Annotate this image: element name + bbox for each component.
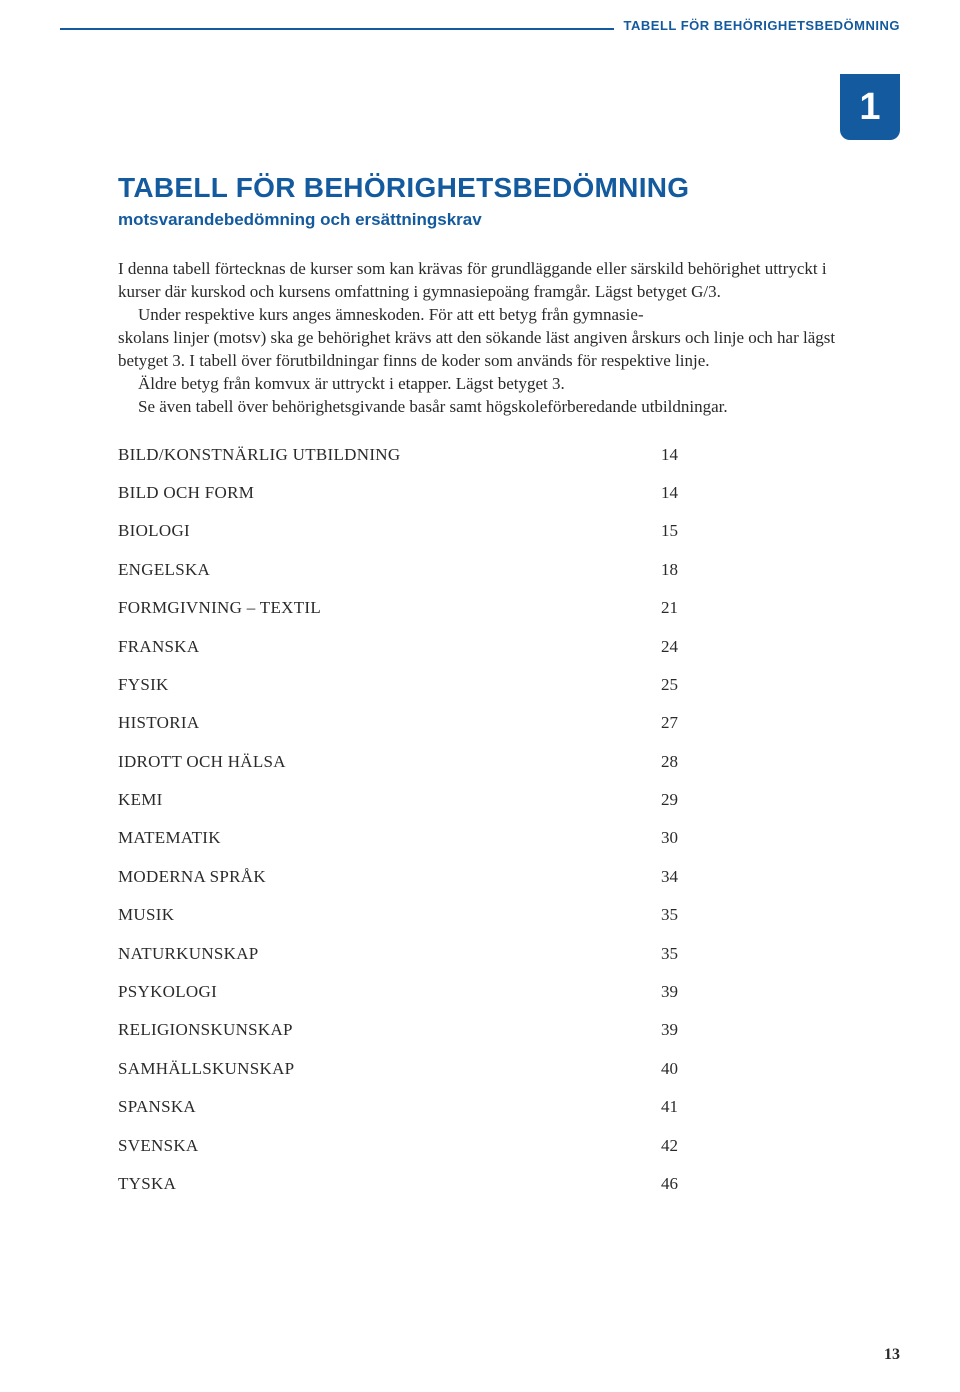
page-title: TABELL FÖR BEHÖRIGHETSBEDÖMNING <box>118 172 842 204</box>
toc-page: 41 <box>638 1097 678 1117</box>
intro-paragraph: I denna tabell förtecknas de kurser som … <box>118 258 842 419</box>
toc-label: BILD/KONSTNÄRLIG UTBILDNING <box>118 445 638 465</box>
toc-page: 29 <box>638 790 678 810</box>
toc-label: MATEMATIK <box>118 828 638 848</box>
toc-label: TYSKA <box>118 1174 638 1194</box>
toc-row: PSYKOLOGI39 <box>118 982 842 1002</box>
toc-row: ENGELSKA18 <box>118 560 842 580</box>
toc-row: BILD/KONSTNÄRLIG UTBILDNING14 <box>118 445 842 465</box>
toc-row: SVENSKA42 <box>118 1136 842 1156</box>
page-number: 13 <box>884 1346 900 1364</box>
toc-page: 15 <box>638 521 678 541</box>
page-subtitle: motsvarandebedömning och ersättningskrav <box>118 210 842 230</box>
toc-page: 18 <box>638 560 678 580</box>
toc-label: SAMHÄLLSKUNSKAP <box>118 1059 638 1079</box>
toc-page: 42 <box>638 1136 678 1156</box>
toc-row: SAMHÄLLSKUNSKAP40 <box>118 1059 842 1079</box>
toc-page: 21 <box>638 598 678 618</box>
toc-page: 14 <box>638 445 678 465</box>
header-label: TABELL FÖR BEHÖRIGHETSBEDÖMNING <box>614 18 900 33</box>
toc-row: KEMI29 <box>118 790 842 810</box>
toc-row: RELIGIONSKUNSKAP39 <box>118 1020 842 1040</box>
toc-row: MUSIK35 <box>118 905 842 925</box>
toc-page: 40 <box>638 1059 678 1079</box>
toc-label: FRANSKA <box>118 637 638 657</box>
toc-row: NATURKUNSKAP35 <box>118 944 842 964</box>
toc-label: NATURKUNSKAP <box>118 944 638 964</box>
toc-label: IDROTT OCH HÄLSA <box>118 752 638 772</box>
toc-label: BIOLOGI <box>118 521 638 541</box>
toc-row: IDROTT OCH HÄLSA28 <box>118 752 842 772</box>
toc-row: MATEMATIK30 <box>118 828 842 848</box>
toc-page: 27 <box>638 713 678 733</box>
toc-page: 39 <box>638 982 678 1002</box>
paragraph-text: skolans linjer (motsv) ska ge behörighet… <box>118 328 835 370</box>
toc-page: 34 <box>638 867 678 887</box>
toc-page: 28 <box>638 752 678 772</box>
toc-label: RELIGIONSKUNSKAP <box>118 1020 638 1040</box>
toc-label: ENGELSKA <box>118 560 638 580</box>
toc-label: FORMGIVNING – TEXTIL <box>118 598 638 618</box>
paragraph-text: Under respektive kurs anges ämneskoden. … <box>138 305 644 324</box>
paragraph-text: Äldre betyg från komvux är uttryckt i et… <box>138 374 565 393</box>
toc-label: SVENSKA <box>118 1136 638 1156</box>
page-content: TABELL FÖR BEHÖRIGHETSBEDÖMNING motsvara… <box>118 172 842 1212</box>
toc-label: HISTORIA <box>118 713 638 733</box>
toc-page: 25 <box>638 675 678 695</box>
toc-row: FORMGIVNING – TEXTIL21 <box>118 598 842 618</box>
toc-page: 46 <box>638 1174 678 1194</box>
toc-row: BIOLOGI15 <box>118 521 842 541</box>
toc-label: MUSIK <box>118 905 638 925</box>
paragraph-text: Se även tabell över behörighetsgivande b… <box>138 397 728 416</box>
toc-row: MODERNA SPRÅK34 <box>118 867 842 887</box>
toc-label: SPANSKA <box>118 1097 638 1117</box>
section-tab-badge: 1 <box>840 74 900 140</box>
toc-page: 35 <box>638 944 678 964</box>
toc-label: MODERNA SPRÅK <box>118 867 638 887</box>
toc-label: KEMI <box>118 790 638 810</box>
toc-page: 24 <box>638 637 678 657</box>
toc-page: 35 <box>638 905 678 925</box>
toc-row: BILD OCH FORM14 <box>118 483 842 503</box>
paragraph-text: I denna tabell förtecknas de kurser som … <box>118 259 827 301</box>
toc-row: TYSKA46 <box>118 1174 842 1194</box>
toc-label: FYSIK <box>118 675 638 695</box>
toc-row: FRANSKA24 <box>118 637 842 657</box>
toc-row: SPANSKA41 <box>118 1097 842 1117</box>
toc-page: 14 <box>638 483 678 503</box>
toc-row: HISTORIA27 <box>118 713 842 733</box>
toc-page: 30 <box>638 828 678 848</box>
toc-row: FYSIK25 <box>118 675 842 695</box>
toc-page: 39 <box>638 1020 678 1040</box>
toc-label: BILD OCH FORM <box>118 483 638 503</box>
toc-label: PSYKOLOGI <box>118 982 638 1002</box>
table-of-contents: BILD/KONSTNÄRLIG UTBILDNING14BILD OCH FO… <box>118 445 842 1195</box>
